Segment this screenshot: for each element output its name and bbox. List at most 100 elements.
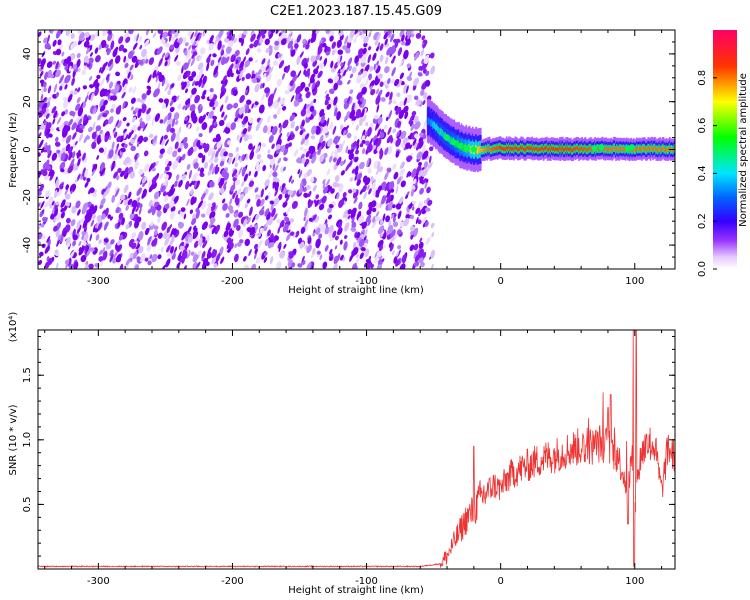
spectrogram-speckle: [277, 53, 282, 58]
spectrogram-speckle: [361, 221, 368, 230]
spectrogram-speckle: [331, 49, 336, 56]
spectrogram-speckle: [77, 209, 81, 216]
spectrogram-speckle: [136, 98, 142, 103]
spectrogram-speckle: [200, 47, 206, 55]
spectrogram-speckle: [304, 86, 310, 92]
spectrogram-speckle: [143, 163, 150, 173]
spectrogram-speckle: [286, 64, 291, 74]
spectrogram-speckle: [348, 160, 353, 168]
spectrogram-speckle: [254, 248, 258, 255]
spectrogram-speckle: [314, 199, 320, 207]
signal-band-cell: [590, 146, 592, 150]
spectrogram-speckle: [306, 262, 312, 269]
spectrogram-speckle: [59, 85, 63, 91]
spectrogram-speckle: [177, 74, 182, 81]
spectrogram-speckle: [382, 213, 386, 222]
spectrogram-speckle: [61, 51, 65, 57]
spectrogram-speckle: [193, 146, 198, 153]
spectrogram-speckle: [362, 175, 368, 183]
spectrogram-speckle: [164, 194, 169, 203]
spectrogram-speckle: [416, 171, 420, 177]
spectrogram-speckle: [209, 217, 216, 224]
spectrogram-speckle: [108, 61, 114, 72]
spectrogram-speckle: [414, 51, 420, 61]
spectrogram-speckle: [230, 54, 235, 61]
spectrogram-speckle: [223, 52, 228, 58]
spectrogram-speckle: [279, 98, 285, 105]
spectrogram-speckle: [79, 124, 85, 130]
spectrogram-speckle: [100, 260, 103, 267]
spectrogram-speckle: [65, 135, 72, 144]
spectrogram-speckle: [125, 36, 131, 43]
spectrogram-speckle: [259, 227, 264, 234]
spectrogram-speckle: [367, 219, 372, 227]
spectrogram-speckle: [270, 30, 276, 34]
spectrogram-speckle: [234, 49, 240, 57]
spectrogram-speckle: [157, 30, 164, 35]
spectrogram-speckle: [366, 261, 372, 269]
spectrogram-speckle: [118, 234, 124, 241]
spectrogram-speckle: [337, 58, 341, 67]
spectrogram-speckle: [422, 100, 426, 105]
spectrogram-speckle: [38, 132, 42, 138]
spectrogram-speckle: [100, 39, 107, 49]
spectrogram-speckle: [275, 261, 282, 269]
spectrogram-speckle: [94, 47, 99, 54]
spectrogram-speckle: [391, 250, 395, 256]
spectrogram-speckle: [54, 249, 59, 254]
signal-band-cell: [538, 147, 541, 152]
spectrogram-speckle: [299, 181, 303, 188]
spectrogram-speckle: [77, 106, 84, 117]
spectrogram-speckle: [83, 114, 88, 122]
signal-band-cell: [495, 146, 497, 151]
colorbar-tick-label: 0.8: [697, 70, 708, 86]
spectrogram-speckle: [386, 167, 392, 173]
spectrogram-speckle: [178, 222, 184, 229]
spectrogram-speckle: [115, 71, 121, 77]
spectrogram-speckle: [209, 180, 215, 188]
snr-y-axis-label: SNR (10 * v/v): [8, 404, 19, 475]
spectrogram-speckle: [206, 206, 212, 216]
spectrogram-speckle: [44, 245, 50, 254]
spectrogram-speckle: [356, 210, 362, 221]
signal-band-cell: [439, 127, 442, 135]
spectrogram-speckle: [149, 254, 153, 260]
colorbar-tick-label: 0.6: [697, 118, 708, 134]
spectrogram-speckle: [277, 241, 282, 249]
spectrogram-speckle: [167, 112, 172, 121]
spectrogram-speckle: [385, 91, 390, 98]
spectrogram-x-axis-label: Height of straight line (km): [288, 285, 424, 296]
spectrogram-speckle: [273, 213, 278, 221]
spectrogram-speckle: [165, 180, 169, 189]
spectrogram-speckle: [60, 168, 65, 173]
spectrogram-speckle: [115, 253, 122, 263]
spectrogram-speckle: [319, 154, 325, 163]
spectrogram-speckle: [241, 120, 246, 125]
spectrogram-speckle: [330, 60, 334, 69]
signal-band-cell: [499, 145, 501, 149]
spectrogram-speckle: [358, 238, 365, 247]
spectrogram-speckle: [41, 63, 45, 70]
spectrogram-speckle: [82, 152, 86, 161]
spectrogram-speckle: [113, 250, 119, 259]
spectrogram-speckle: [62, 230, 67, 238]
signal-band-cell: [433, 120, 435, 129]
spectrogram-speckle: [311, 81, 316, 90]
spectrogram-speckle: [45, 190, 51, 198]
spectrogram-speckle: [236, 199, 240, 205]
signal-band-cell: [566, 148, 568, 152]
signal-band-blob: [629, 144, 636, 151]
spectrogram-speckle: [91, 131, 97, 140]
spectrogram-speckle: [61, 111, 66, 117]
spectrogram-speckle: [310, 177, 315, 183]
spectrogram-speckle: [299, 129, 304, 136]
spectrogram-speckle: [123, 166, 129, 176]
spectrogram-speckle: [351, 66, 357, 74]
spectrogram-speckle: [272, 175, 278, 182]
spectrogram-speckle: [418, 170, 423, 177]
signal-band-cell: [650, 145, 653, 150]
spectrogram-speckle: [269, 233, 274, 240]
spectrogram-speckle: [174, 180, 179, 188]
spectrogram-speckle: [346, 95, 351, 104]
spectrogram-speckle: [217, 175, 221, 184]
